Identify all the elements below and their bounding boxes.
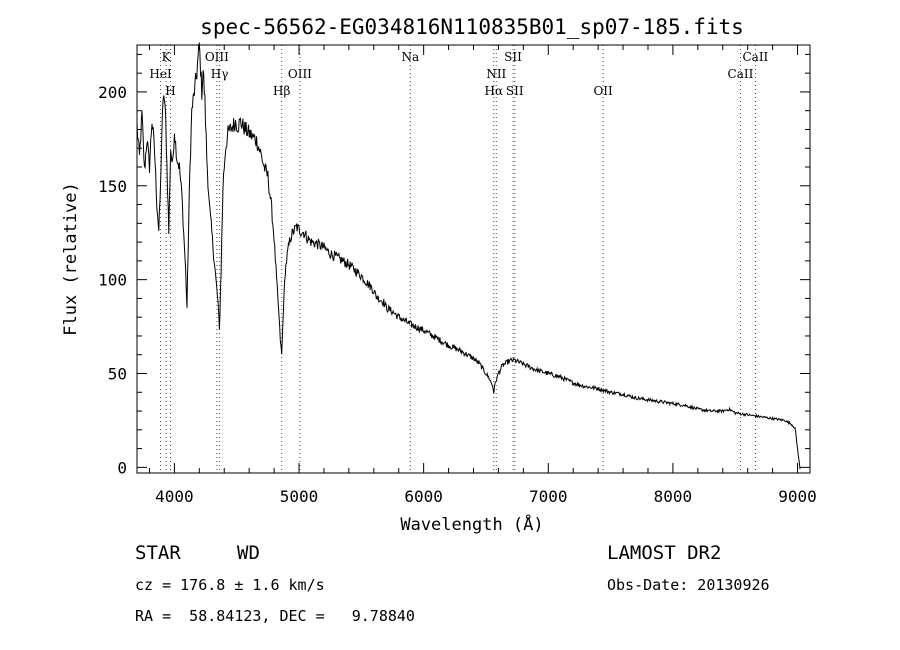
- obs-date: Obs-Date: 20130926: [607, 576, 770, 594]
- spectral-line-label: OII: [593, 84, 613, 98]
- spectral-line-label: SII: [506, 84, 524, 98]
- redshift-readout: cz = 176.8 ± 1.6 km/s: [135, 576, 325, 594]
- spectrum-line: [136, 41, 801, 470]
- chart-title: spec-56562-EG034816N110835B01_sp07-185.f…: [200, 15, 744, 39]
- spectral-line-label: K: [162, 50, 172, 64]
- survey-name: LAMOST DR2: [607, 542, 721, 564]
- x-tick-label: 5000: [280, 487, 319, 506]
- spectral-line-label: Hα: [485, 84, 504, 98]
- spectral-line-label: Hγ: [211, 67, 229, 81]
- y-tick-label: 50: [108, 365, 127, 384]
- x-tick-label: 8000: [654, 487, 693, 506]
- y-axis-ticks: 0 50 100 150 200: [98, 53, 810, 477]
- plot-frame: [136, 44, 811, 474]
- spectral-line-label: CaII: [728, 67, 754, 81]
- x-tick-label: 7000: [529, 487, 568, 506]
- spectral-line-label: CaII: [742, 50, 768, 64]
- spectral-line-label: SII: [504, 50, 522, 64]
- y-tick-label: 100: [98, 271, 127, 290]
- spectral-line-label: Hβ: [273, 84, 290, 98]
- x-axis-ticks: 4000 5000 6000 7000 8000 9000: [148, 45, 817, 506]
- plot-axes: [136, 44, 811, 474]
- spectral-line-label: HeI: [149, 67, 172, 81]
- spectral-line-label: NII: [486, 67, 506, 81]
- x-axis-label: Wavelength (Å): [400, 513, 543, 535]
- y-tick-label: 0: [117, 458, 127, 477]
- spectral-line-label: OIII: [288, 67, 312, 81]
- x-tick-label: 4000: [155, 487, 194, 506]
- spectral-line-label: OIII: [205, 50, 229, 64]
- object-subclass: WD: [237, 542, 260, 564]
- spectral-line-label: Na: [401, 50, 419, 64]
- spectral-line-markers: [160, 45, 756, 473]
- coordinates-readout: RA = 58.84123, DEC = 9.78840: [135, 607, 415, 625]
- x-tick-label: 9000: [778, 487, 817, 506]
- y-tick-label: 200: [98, 83, 127, 102]
- spectral-line-label: H: [165, 84, 175, 98]
- y-tick-label: 150: [98, 177, 127, 196]
- object-class: STAR: [135, 542, 181, 564]
- y-axis-label: Flux (relative): [61, 182, 81, 336]
- x-tick-label: 6000: [404, 487, 443, 506]
